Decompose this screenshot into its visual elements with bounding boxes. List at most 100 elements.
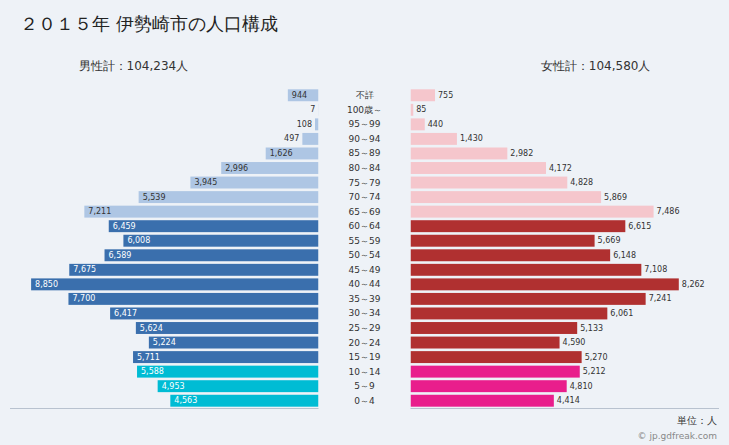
bar <box>221 162 318 174</box>
bar <box>411 147 508 159</box>
bar <box>411 337 560 349</box>
data-label: 7,675 <box>73 265 96 274</box>
bar <box>411 162 546 174</box>
data-label: 755 <box>438 91 453 100</box>
data-label: 6,589 <box>109 251 132 260</box>
data-label: 4,563 <box>174 396 197 405</box>
data-label: 6,615 <box>628 222 651 231</box>
category-label: 30～34 <box>349 308 381 318</box>
category-label: 100歳～ <box>347 105 382 115</box>
category-label: 65～69 <box>349 207 381 217</box>
bar <box>68 293 318 305</box>
axis-line <box>411 408 720 409</box>
bar <box>315 118 319 130</box>
data-label: 7,486 <box>657 207 680 216</box>
data-label: 4,172 <box>549 164 572 173</box>
bar <box>133 351 318 363</box>
category-label: 75～79 <box>349 178 381 188</box>
category-label: 95～99 <box>349 119 381 129</box>
data-label: 5,869 <box>604 193 627 202</box>
bar <box>411 351 582 363</box>
bar <box>149 337 319 349</box>
category-label: 55～59 <box>349 236 381 246</box>
bar <box>411 249 611 261</box>
category-label: 不詳 <box>356 90 374 100</box>
data-label: 8,850 <box>35 280 58 289</box>
bar <box>84 206 318 218</box>
data-label: 6,459 <box>113 222 136 231</box>
data-label: 7,211 <box>88 207 111 216</box>
series-header: 男性計：104,234人 <box>79 59 189 73</box>
bar <box>302 133 318 145</box>
data-label: 4,828 <box>570 178 593 187</box>
bar <box>110 307 318 319</box>
bar <box>123 235 318 247</box>
category-label: 5～9 <box>354 381 375 391</box>
data-label: 944 <box>292 91 307 100</box>
data-label: 7,241 <box>649 294 672 303</box>
category-label: 40～44 <box>349 279 381 289</box>
bar <box>411 89 436 101</box>
bar <box>137 366 318 378</box>
bar <box>411 307 608 319</box>
data-label: 6,148 <box>613 251 636 260</box>
data-label: 1,430 <box>460 134 483 143</box>
bar <box>105 249 319 261</box>
bar <box>170 395 318 407</box>
data-label: 6,061 <box>610 309 633 318</box>
bar <box>266 147 319 159</box>
data-label: 5,224 <box>153 338 176 347</box>
data-label: 108 <box>297 120 312 129</box>
bar <box>411 177 568 189</box>
data-label: 85 <box>416 105 426 114</box>
data-label: 7,108 <box>644 265 667 274</box>
bar <box>411 206 654 218</box>
unit-label: 単位：人 <box>677 415 717 426</box>
data-label: 7,700 <box>72 294 95 303</box>
data-labels: 4,5634,9535,5885,7115,2245,6246,4177,700… <box>35 91 705 405</box>
data-label: 2,982 <box>510 149 533 158</box>
bar <box>109 220 319 232</box>
bar <box>136 322 319 334</box>
category-label: 45～49 <box>349 265 381 275</box>
data-label: 7 <box>310 105 315 114</box>
title: ２０１５年 伊勢崎市の人口構成 <box>20 13 278 34</box>
bar <box>288 89 319 101</box>
data-label: 4,953 <box>162 382 185 391</box>
bar <box>411 133 457 145</box>
bar <box>411 118 425 130</box>
category-label: 35～39 <box>349 294 381 304</box>
bar <box>411 366 580 378</box>
data-label: 5,270 <box>585 353 608 362</box>
male-bars <box>31 89 318 406</box>
data-label: 3,945 <box>194 178 217 187</box>
bar <box>411 278 679 290</box>
bar <box>139 191 319 203</box>
data-label: 5,133 <box>580 324 603 333</box>
bar <box>411 293 646 305</box>
category-label: 80～84 <box>349 163 381 173</box>
bar <box>411 235 595 247</box>
category-label: 20～24 <box>349 338 381 348</box>
female-bars <box>411 89 679 406</box>
data-label: 1,626 <box>270 149 293 158</box>
bar <box>69 264 318 276</box>
category-label: 85～89 <box>349 148 381 158</box>
bar <box>411 380 567 392</box>
bar <box>190 177 318 189</box>
bar <box>411 220 626 232</box>
category-label: 25～29 <box>349 323 381 333</box>
data-label: 497 <box>284 134 299 143</box>
bar <box>411 264 642 276</box>
data-label: 8,262 <box>682 280 705 289</box>
data-label: 6,008 <box>127 236 150 245</box>
category-label: 70～74 <box>349 192 381 202</box>
category-label: 10～14 <box>349 367 381 377</box>
bar <box>411 191 602 203</box>
category-label: 60～64 <box>349 221 381 231</box>
data-label: 5,539 <box>143 193 166 202</box>
data-label: 5,669 <box>598 236 621 245</box>
data-label: 5,711 <box>137 353 160 362</box>
category-label: 50～54 <box>349 250 381 260</box>
data-label: 5,212 <box>583 367 606 376</box>
